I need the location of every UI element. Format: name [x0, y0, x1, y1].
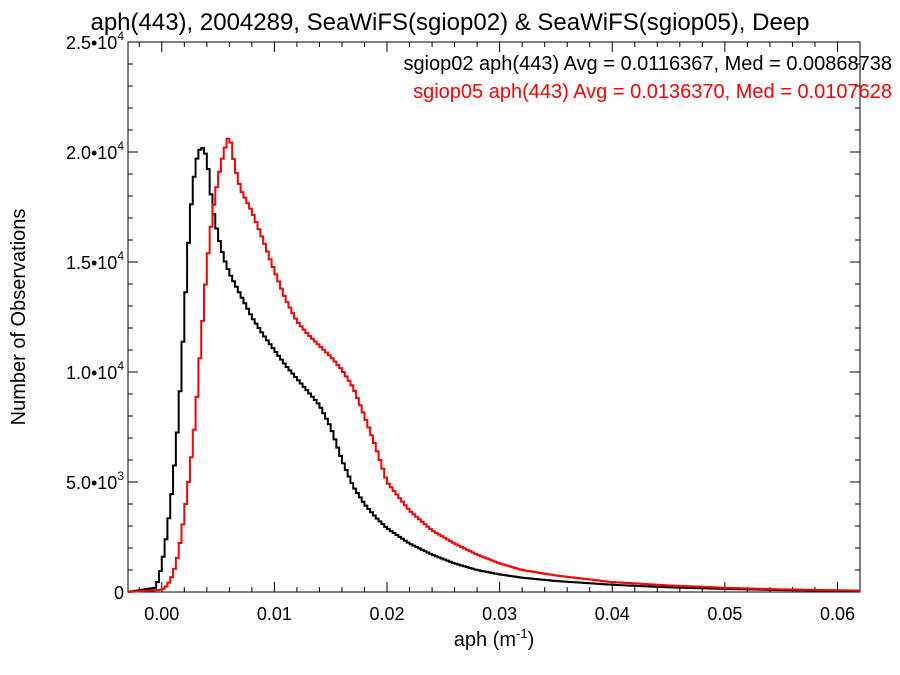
y-tick-label: 2.5•104 [66, 29, 124, 53]
y-tick-label: 2.0•104 [66, 139, 124, 163]
series-layer [128, 137, 860, 593]
y-axis: 0 5.0•103 1.0•104 1.5•104 2.0•104 2.5•104 [66, 29, 860, 603]
y-tick-label: 1.0•104 [66, 359, 124, 383]
legend-entry-2: sgiop05 aph(443) Avg = 0.0136370, Med = … [413, 81, 892, 103]
x-tick-label: 0.05 [707, 604, 742, 624]
y-tick-label: 0 [114, 583, 124, 603]
x-axis-label: aph (m-1) [454, 626, 534, 651]
x-tick-label: 0.02 [369, 604, 404, 624]
x-tick-label: 0.03 [482, 604, 517, 624]
legend: sgiop02 aph(443) Avg = 0.0116367, Med = … [403, 53, 892, 103]
x-tick-label: 0.04 [595, 604, 630, 624]
x-axis-label-exponent: -1 [516, 626, 528, 641]
x-tick-label: 0.01 [257, 604, 292, 624]
y-tick-label: 1.5•104 [66, 249, 124, 273]
series-line-2 [128, 137, 860, 593]
x-tick-label: 0.00 [144, 604, 179, 624]
x-tick-label: 0.06 [820, 604, 855, 624]
y-tick-label: 5.0•103 [66, 469, 124, 493]
y-axis-label: Number of Observations [8, 209, 30, 426]
x-axis: 0.00 0.01 0.02 0.03 0.04 0.05 0.06 [138, 42, 855, 624]
chart-title: aph(443), 2004289, SeaWiFS(sgiop02) & Se… [90, 9, 809, 36]
legend-entry-1: sgiop02 aph(443) Avg = 0.0116367, Med = … [403, 53, 892, 75]
series-line-1 [128, 147, 860, 593]
plot-area [127, 41, 861, 593]
